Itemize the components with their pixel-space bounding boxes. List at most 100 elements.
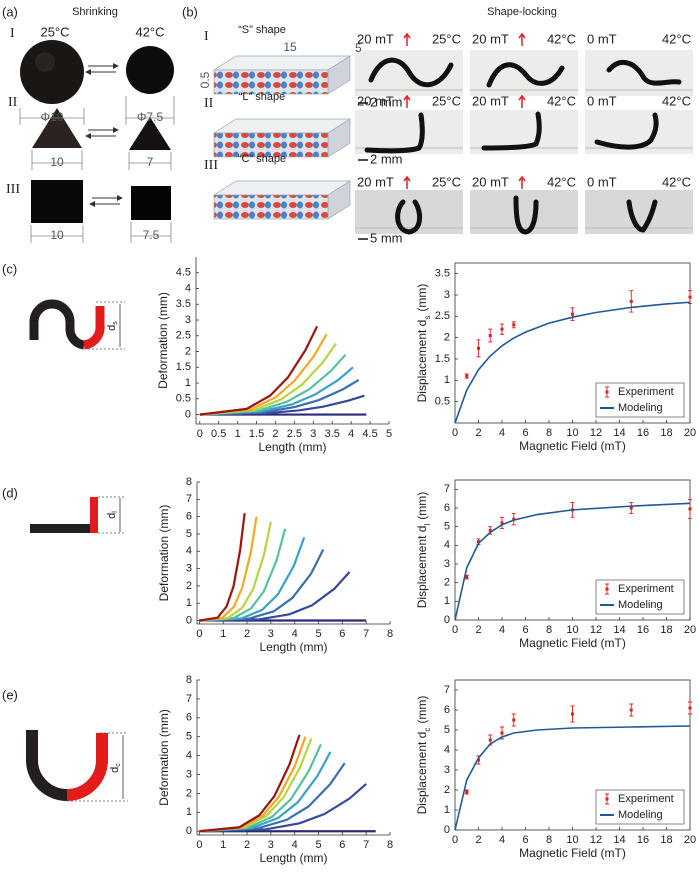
panel-title: Shape-locking bbox=[487, 6, 557, 18]
y-axis-label: Deformation (mm) bbox=[157, 505, 171, 602]
x-tick-label: 18 bbox=[660, 834, 672, 846]
model-curve bbox=[454, 301, 691, 424]
temperature: 42°C bbox=[547, 93, 576, 108]
legend-label: Modeling bbox=[618, 809, 663, 821]
data-point bbox=[477, 346, 480, 350]
field-arrow bbox=[403, 94, 411, 108]
chart: 0 0.5 1 1.5 2 2.5 3 3.5 4 4.5 5 0 0.5 1 1.5 2 2.5 3 3.5 4 4.… bbox=[156, 257, 392, 454]
subscript: l bbox=[112, 511, 119, 513]
x-tick-label: 1 bbox=[235, 428, 241, 440]
y-tick-label: 6 bbox=[444, 502, 450, 514]
sample-shape bbox=[364, 112, 425, 154]
y-tick-label: 4.5 bbox=[176, 267, 191, 279]
dimension: 5 bbox=[355, 41, 362, 55]
temperature: 25°C bbox=[432, 31, 461, 46]
data-point bbox=[629, 299, 633, 303]
legend-label: Experiment bbox=[618, 583, 674, 595]
y-tick-label: 6 bbox=[186, 511, 192, 523]
x-tick-label: 0 bbox=[452, 427, 458, 439]
y-label-text: Deformation (mm) bbox=[157, 505, 171, 602]
row-label: III bbox=[6, 182, 20, 197]
x-tick-label: 2 bbox=[244, 628, 250, 640]
dimension-label: dc bbox=[109, 763, 122, 773]
shape-label: “S” shape bbox=[238, 24, 286, 36]
y-tick-label: 6 bbox=[444, 704, 450, 716]
sample-shape bbox=[368, 57, 454, 88]
data-point bbox=[477, 758, 480, 762]
y-tick-label: 0.5 bbox=[176, 393, 191, 405]
temperature: 42°C bbox=[135, 24, 164, 39]
field-arrow bbox=[403, 175, 411, 189]
data-point bbox=[488, 334, 492, 338]
row-label: II bbox=[204, 96, 214, 111]
field-arrow bbox=[518, 94, 526, 108]
temperature: 42°C bbox=[547, 31, 576, 46]
x-tick-label: 5 bbox=[386, 428, 392, 440]
x-tick-label: 0 bbox=[452, 834, 458, 846]
x-tick-label: 2 bbox=[272, 428, 278, 440]
data-point bbox=[512, 323, 516, 327]
scale-label: 2 mm bbox=[370, 151, 403, 166]
sample bbox=[486, 62, 565, 88]
y-tick-label: 2 bbox=[186, 580, 192, 592]
y-label-sub: s bbox=[423, 316, 432, 320]
y-tick-label: 8 bbox=[186, 476, 192, 488]
x-tick-label: 20 bbox=[684, 427, 696, 439]
sample bbox=[626, 199, 658, 233]
x-tick-label: 6 bbox=[522, 624, 528, 636]
row-label: III bbox=[204, 158, 218, 173]
y-tick-label: 0 bbox=[186, 614, 192, 626]
x-tick-label: 0.5 bbox=[211, 428, 226, 440]
y-axis-label: Displacement ds (mm) bbox=[415, 284, 431, 403]
y-tick-label: 2 bbox=[444, 577, 450, 589]
x-tick-label: 12 bbox=[590, 427, 602, 439]
x-tick-label: 16 bbox=[637, 834, 649, 846]
sample-shape bbox=[486, 62, 565, 88]
y-label-unit: (mm) bbox=[415, 284, 429, 312]
row-label: I bbox=[204, 29, 209, 44]
data-point bbox=[500, 731, 504, 735]
legend-box bbox=[595, 579, 685, 615]
x-tick-label: 7 bbox=[363, 839, 369, 851]
y-label-text: Displacement d bbox=[415, 320, 429, 403]
y-tick-label: 3 bbox=[444, 558, 450, 570]
temperature: 42°C bbox=[547, 174, 576, 189]
x-tick-label: 0 bbox=[452, 624, 458, 636]
x-tick-label: 8 bbox=[546, 427, 552, 439]
symbol: d bbox=[106, 513, 118, 519]
scale-label: 2 mm bbox=[370, 94, 403, 109]
x-tick-label: 0 bbox=[196, 839, 202, 851]
symbol: d bbox=[109, 767, 121, 773]
row-label: II bbox=[8, 95, 18, 110]
x-tick-label: 0 bbox=[197, 428, 203, 440]
data-point bbox=[629, 506, 633, 510]
y-tick-label: 1 bbox=[444, 595, 450, 607]
field-label: 20 mT bbox=[357, 93, 394, 108]
data-point bbox=[488, 528, 492, 532]
y-tick-label: 4 bbox=[186, 750, 192, 762]
y-tick-label: 1.5 bbox=[176, 361, 191, 373]
y-tick-label: 5 bbox=[186, 731, 192, 743]
temperature: 42°C bbox=[662, 31, 691, 46]
panel-label: (e) bbox=[2, 687, 18, 702]
y-tick-label: 5 bbox=[444, 724, 450, 736]
y-tick-label: 2 bbox=[444, 332, 450, 344]
sample-shape bbox=[481, 111, 542, 151]
sample-shape bbox=[513, 195, 539, 235]
x-tick-label: 4 bbox=[348, 428, 354, 440]
x-tick-label: 6 bbox=[522, 427, 528, 439]
y-label-text: Displacement d bbox=[415, 526, 429, 609]
x-tick-label: 2 bbox=[475, 624, 481, 636]
symbol: d bbox=[106, 325, 118, 331]
photo bbox=[355, 190, 463, 234]
y-tick-label: 2.5 bbox=[176, 330, 191, 342]
field-label: 20 mT bbox=[357, 174, 394, 189]
block-front bbox=[213, 132, 329, 158]
panel-label: (b) bbox=[182, 4, 198, 19]
x-tick-label: 18 bbox=[660, 427, 672, 439]
dimension-label: dl bbox=[106, 511, 119, 519]
y-tick-label: 3 bbox=[444, 289, 450, 301]
